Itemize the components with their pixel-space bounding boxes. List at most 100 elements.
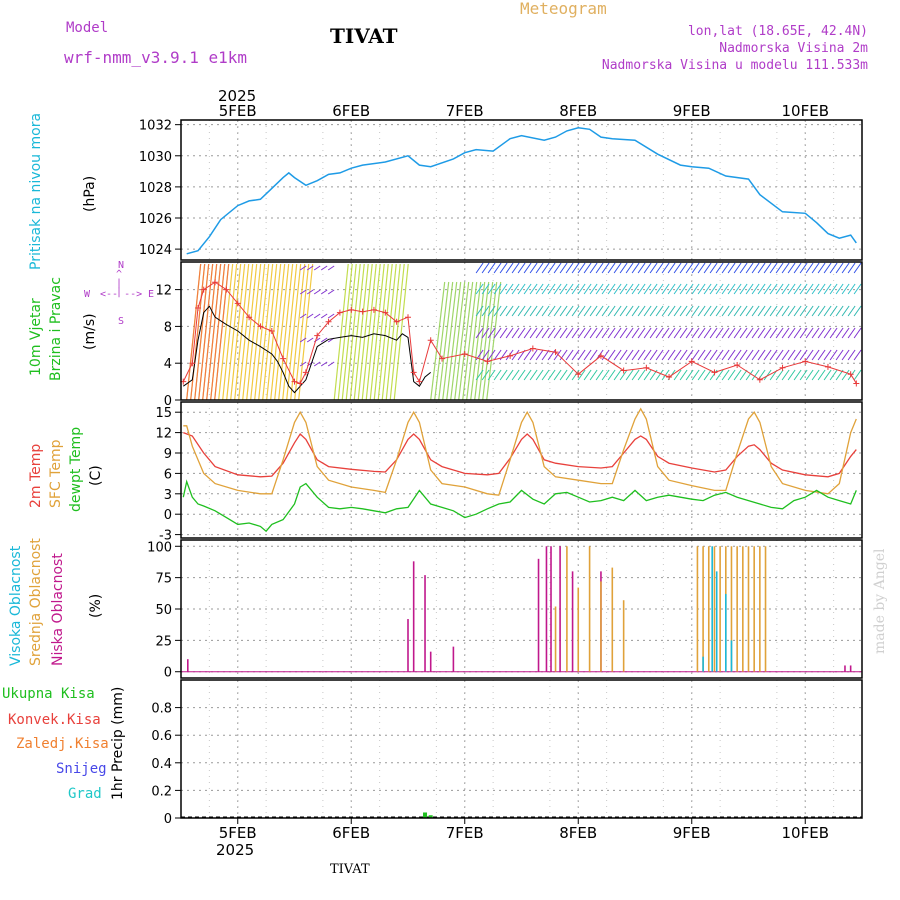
wind-barb xyxy=(511,327,520,339)
wind-shade xyxy=(361,263,377,401)
wind-barb xyxy=(703,305,712,317)
wind-barb xyxy=(571,262,580,274)
wind-gust-point xyxy=(597,352,604,359)
wind-barb xyxy=(655,369,664,381)
wind-ylabel-2: Brzina i Pravac xyxy=(48,277,64,381)
wind-gust-point xyxy=(410,369,417,376)
wind-shade xyxy=(365,263,381,401)
wind-shade xyxy=(250,263,266,401)
wind-barb xyxy=(697,369,706,381)
ytick-label: 0 xyxy=(164,666,172,681)
wind-barb xyxy=(775,283,784,295)
wind-gust-point xyxy=(370,306,377,313)
wind-barb xyxy=(847,262,856,274)
wind-barb xyxy=(667,283,676,295)
wind-barb xyxy=(517,305,526,317)
wind-barb xyxy=(715,369,724,381)
wind-barb xyxy=(727,369,736,381)
wind-barb xyxy=(745,327,754,339)
wind-barb xyxy=(607,262,616,274)
wind-barb xyxy=(727,283,736,295)
wind-barb xyxy=(475,305,484,317)
wind-barb xyxy=(493,305,502,317)
wind-barb xyxy=(847,283,856,295)
wind-barb xyxy=(619,262,628,274)
wind-barb xyxy=(523,305,532,317)
wind-barb xyxy=(517,327,526,339)
wind-barb xyxy=(631,327,640,339)
wind-shade xyxy=(186,263,202,401)
wind-barb xyxy=(685,327,694,339)
wind-shade xyxy=(486,281,502,401)
wind-barb xyxy=(320,361,328,367)
wind-barb xyxy=(559,262,568,274)
wind-barb xyxy=(811,262,820,274)
wind-barb xyxy=(697,283,706,295)
wind-barb xyxy=(649,327,658,339)
ytick-label: 0.4 xyxy=(151,757,172,772)
wind-barb xyxy=(313,289,321,295)
wind-gust-point xyxy=(405,314,411,321)
wind-barb xyxy=(595,369,604,381)
wind-barb xyxy=(709,283,718,295)
wind-barb xyxy=(619,283,628,295)
wind-shade xyxy=(222,263,238,401)
wind-barb xyxy=(763,262,772,274)
wind-barb xyxy=(805,369,814,381)
wind-barb xyxy=(655,327,664,339)
wind-barb xyxy=(769,262,778,274)
wind-shade xyxy=(290,263,306,401)
wind-barb xyxy=(829,349,838,361)
wind-barb xyxy=(559,369,568,381)
wind-barb xyxy=(781,327,790,339)
wind-barb xyxy=(607,369,616,381)
wind-barb xyxy=(589,369,598,381)
product-title: Meteogram xyxy=(520,0,607,18)
wind-barb xyxy=(517,262,526,274)
wind-barb xyxy=(751,262,760,274)
wind-barb xyxy=(727,262,736,274)
wind-barb xyxy=(823,262,832,274)
wind-barb xyxy=(697,262,706,274)
wind-barb xyxy=(643,283,652,295)
wind-barb xyxy=(499,262,508,274)
wind-shade xyxy=(450,281,466,401)
wind-barb xyxy=(703,369,712,381)
wind-barb xyxy=(781,305,790,317)
wind-barb xyxy=(589,305,598,317)
wind-barb xyxy=(625,262,634,274)
wind-shade xyxy=(218,263,234,401)
temp-ylabel-sfc: SFC Temp xyxy=(48,439,64,508)
wind-barb xyxy=(601,262,610,274)
wind-barb xyxy=(799,262,808,274)
axes-layer: 1024102610281030103204812-30369121502550… xyxy=(139,102,863,842)
wind-barb xyxy=(769,327,778,339)
wind-barb xyxy=(799,327,808,339)
wind-barb xyxy=(721,369,730,381)
wind-barb xyxy=(691,262,700,274)
wind-barb xyxy=(535,327,544,339)
wind-barb xyxy=(691,283,700,295)
wind-gust-point xyxy=(734,362,741,369)
wind-barb xyxy=(775,327,784,339)
wind-barb xyxy=(505,262,514,274)
wind-shade xyxy=(458,281,474,401)
wind-barb xyxy=(703,349,712,361)
wind-barb xyxy=(306,265,314,271)
wind-barb xyxy=(667,305,676,317)
wind-shade xyxy=(462,281,478,401)
credit-text: made by Angel xyxy=(872,548,888,655)
wind-barb xyxy=(757,283,766,295)
wind-barb xyxy=(481,369,490,381)
wind-barb xyxy=(709,262,718,274)
wind-barb xyxy=(721,349,730,361)
wind-barb xyxy=(805,262,814,274)
wind-barb xyxy=(853,327,862,339)
wind-barb xyxy=(493,369,502,381)
precip-legend-zaledj: Zaledj.Kisa xyxy=(16,736,109,752)
wind-barb xyxy=(589,349,598,361)
wind-barb xyxy=(757,349,766,361)
precip-bar xyxy=(423,812,428,818)
wind-barb xyxy=(793,327,802,339)
wind-barb xyxy=(673,262,682,274)
